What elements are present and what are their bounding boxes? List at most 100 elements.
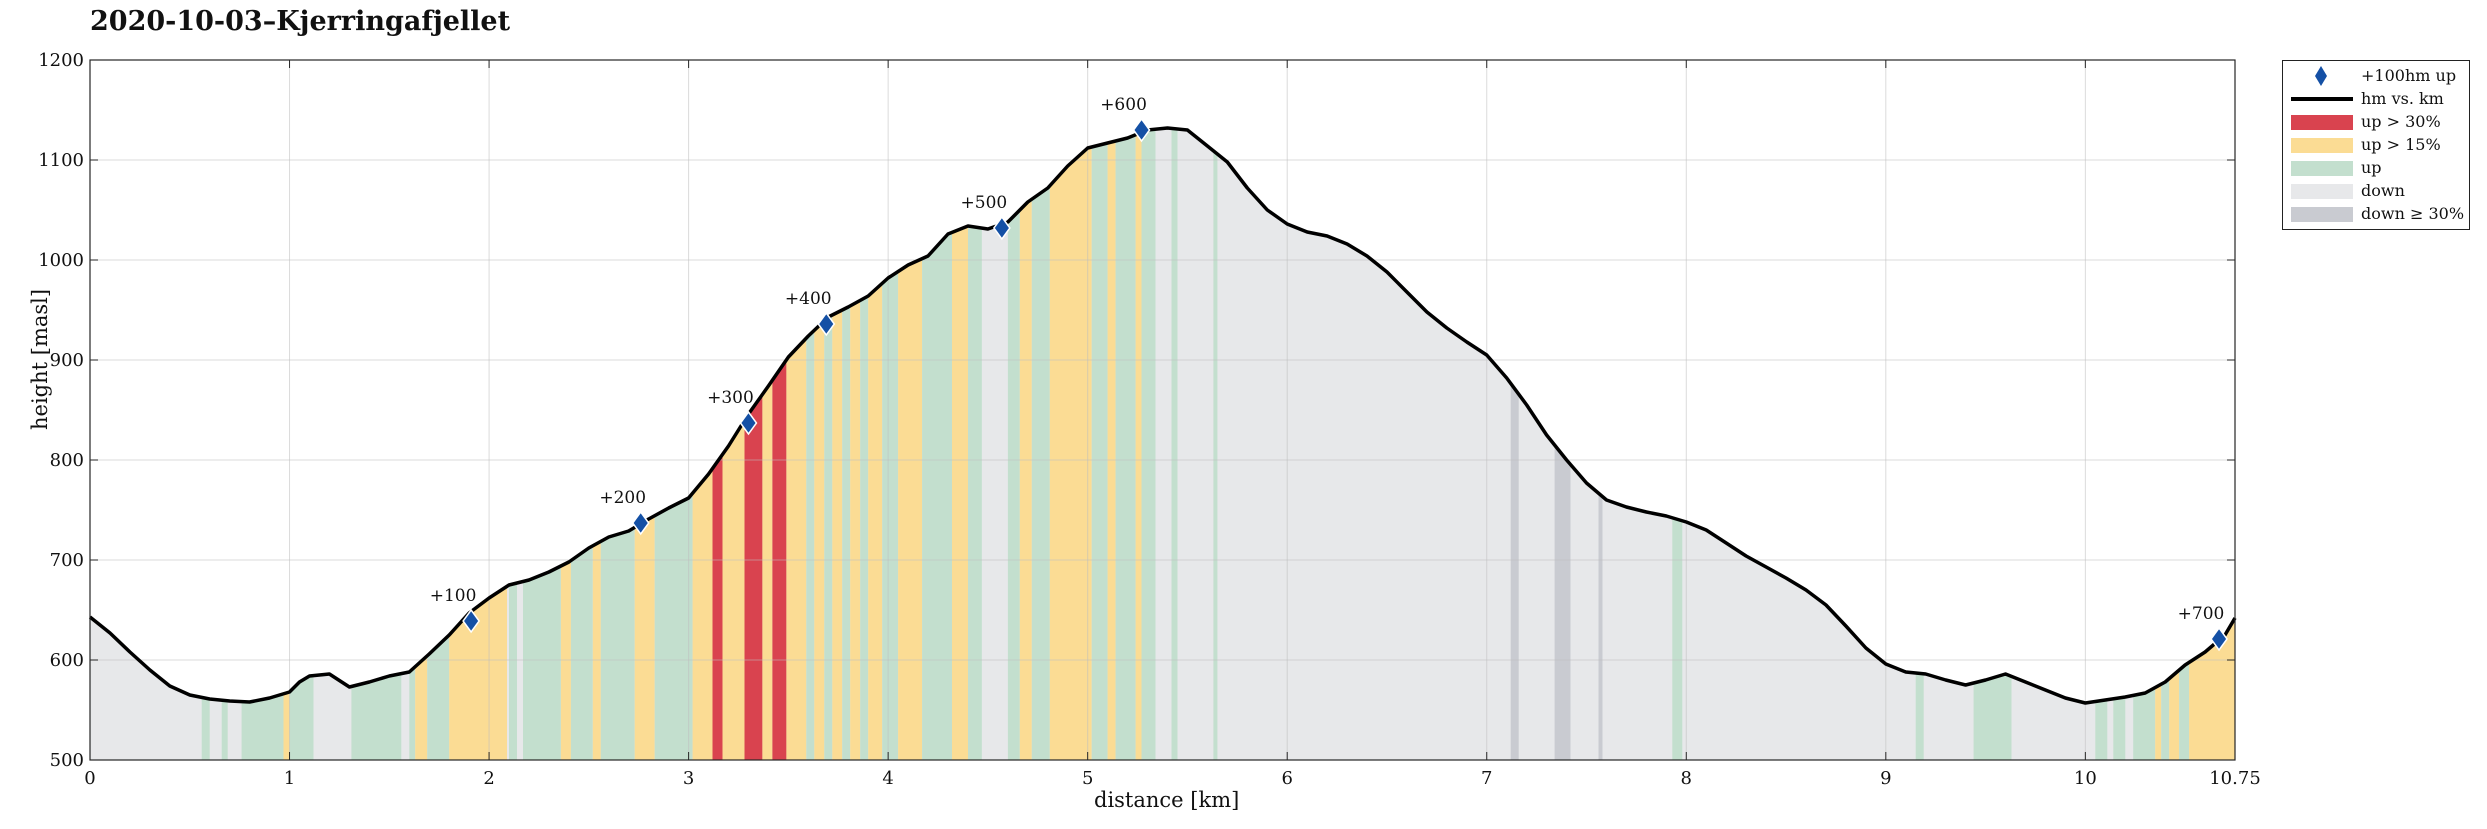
diamond-marker <box>739 410 758 436</box>
legend-item-down: down <box>2287 180 2467 202</box>
legend-label: down <box>2361 181 2405 200</box>
x-axis-title: distance [km] <box>1094 788 1240 812</box>
segment-mod-up <box>850 300 861 760</box>
segment-up <box>523 566 561 760</box>
segment-mod-up <box>2169 670 2180 760</box>
down-swatch <box>2291 184 2353 199</box>
segment-up <box>2161 678 2170 760</box>
segment-up <box>1672 517 1683 760</box>
legend-item-up: up <box>2287 157 2467 179</box>
legend-label: +100hm up <box>2361 66 2457 85</box>
segment-up <box>2133 687 2156 760</box>
segment-up <box>654 493 693 760</box>
axes: 0 1 2 3 4 5 6 7 8 9 10 10.75 500 600 700 800 900 1000 1100… <box>38 50 2261 789</box>
segment-up <box>509 583 517 760</box>
segment-up <box>351 673 402 760</box>
diamond-marker <box>462 608 481 634</box>
segment-up <box>842 305 851 760</box>
x-tick-label: 0 <box>84 768 95 789</box>
segment-up <box>860 296 869 760</box>
marker-label: +500 <box>961 193 1008 213</box>
gradient-segments <box>90 128 2235 761</box>
y-tick-label: 800 <box>50 450 84 471</box>
y-tick-label: 700 <box>50 550 84 571</box>
segment-up <box>1915 673 1924 760</box>
x-tick-label: 10 <box>2074 768 2097 789</box>
legend-item-steep-down: down ≥ 30% <box>2287 203 2467 225</box>
line-swatch <box>2291 97 2353 101</box>
legend-item-steep-up: up > 30% <box>2287 111 2467 133</box>
segment-up <box>1973 674 2012 760</box>
segment-mod-up <box>2155 684 2162 760</box>
segment-up <box>1031 185 1050 761</box>
marker-label: +100 <box>430 586 477 606</box>
legend-label: up > 30% <box>2361 112 2441 131</box>
steep-up-swatch <box>2291 115 2353 130</box>
segment-mod-up <box>868 283 883 760</box>
segment-steep-up <box>744 394 763 760</box>
segment-mod-up <box>1107 141 1116 760</box>
segment-up <box>806 330 815 760</box>
climb-markers: +100 +200 +300 +400 +500 +600 +700 <box>430 95 2228 652</box>
segment-steep-down <box>1598 493 1603 760</box>
segment-mod-up <box>762 380 773 760</box>
segment-mod-up <box>1049 147 1092 760</box>
segment-steep-up <box>712 454 723 760</box>
diamond-marker <box>2210 626 2228 652</box>
y-tick-label: 1100 <box>38 150 84 171</box>
x-tick-label: 5 <box>1082 768 1093 789</box>
y-tick-label: 600 <box>50 650 84 671</box>
x-tick-label: 3 <box>683 768 694 789</box>
segment-up <box>1171 128 1178 760</box>
down-area <box>90 128 2235 760</box>
legend-label: hm vs. km <box>2361 89 2444 108</box>
segment-steep-down <box>1510 383 1519 760</box>
segment-mod-up <box>592 541 601 760</box>
segment-mod-up <box>634 515 655 760</box>
marker-label: +200 <box>599 488 646 508</box>
marker-label: +300 <box>707 388 754 408</box>
grid <box>90 60 2235 760</box>
legend-item-line: hm vs. km <box>2287 88 2467 110</box>
legend-item-marker: +100hm up <box>2287 65 2467 87</box>
segment-up <box>824 315 833 760</box>
segment-mod-up <box>814 320 825 760</box>
segment-mod-up <box>786 338 807 760</box>
diamond-marker <box>1132 117 1151 143</box>
mod-up-swatch <box>2291 138 2353 153</box>
segment-up <box>427 635 450 760</box>
y-axis-title: height [masl] <box>28 288 52 430</box>
segment-mod-up <box>722 420 745 760</box>
diamond-marker <box>631 510 650 536</box>
segment-up <box>1141 129 1156 760</box>
x-tick-label: 2 <box>483 768 494 789</box>
x-tick-label: 4 <box>882 768 893 789</box>
y-tick-label: 1200 <box>38 50 84 71</box>
x-tick-label: 1 <box>284 768 295 789</box>
segment-up <box>922 232 952 760</box>
segment-steep-down <box>1554 445 1571 760</box>
segment-up <box>882 271 899 760</box>
segment-up <box>1115 134 1136 761</box>
segment-mod-up <box>2189 618 2235 760</box>
segment-up <box>570 545 593 760</box>
segment-up <box>201 697 210 760</box>
segment-up <box>409 666 416 760</box>
legend-label: down ≥ 30% <box>2361 204 2465 223</box>
segment-down <box>981 222 1008 760</box>
chart-title: 2020-10-03–Kjerringafjellet <box>90 6 511 37</box>
diamond-marker <box>817 311 836 337</box>
diamond-marker-icon <box>2315 66 2327 86</box>
y-tick-label: 500 <box>50 750 84 771</box>
diamond-marker <box>992 215 1011 241</box>
segment-up <box>1213 150 1218 761</box>
segment-mod-up <box>415 655 428 760</box>
y-tick-label: 900 <box>50 350 84 371</box>
segment-mod-up <box>692 468 713 760</box>
segment-mod-up <box>283 692 290 760</box>
legend-label: up > 15% <box>2361 135 2441 154</box>
steep-down-swatch <box>2291 207 2353 222</box>
x-tick-label: 7 <box>1481 768 1492 789</box>
segment-up <box>2113 697 2126 760</box>
